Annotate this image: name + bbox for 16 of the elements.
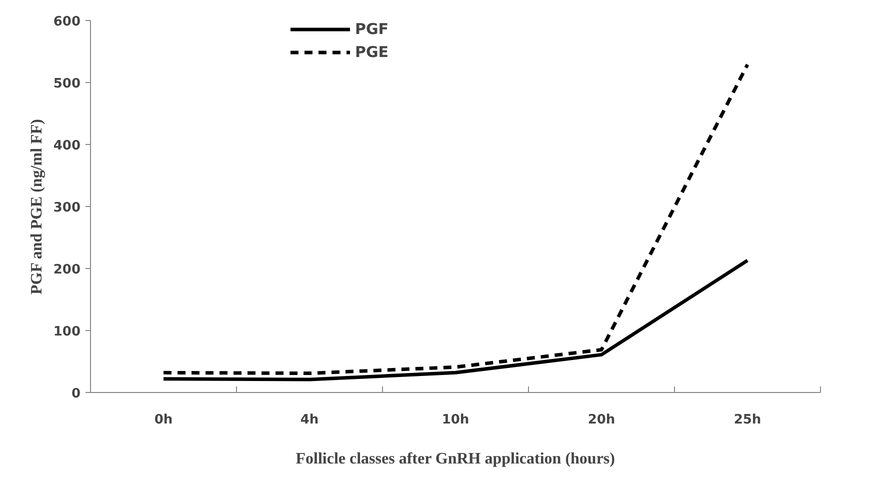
x-tick-label: 20h (588, 412, 616, 428)
x-tick-label: 25h (734, 412, 762, 428)
y-tick-label: 100 (53, 324, 81, 340)
y-tick-label: 0 (71, 386, 80, 402)
y-axis-title: PGF and PGE (ng/ml FF) (28, 119, 46, 294)
x-tick-label: 0h (154, 412, 173, 428)
y-tick-label: 200 (53, 262, 81, 278)
y-tick-label: 300 (53, 200, 81, 216)
x-tick-label: 4h (300, 412, 319, 428)
y-tick-label: 400 (53, 138, 81, 154)
x-tick-label: 10h (442, 412, 470, 428)
legend-label: PGF (355, 20, 389, 38)
y-tick-label: 600 (53, 14, 81, 30)
x-axis-title: Follicle classes after GnRH application (hours) (296, 450, 615, 468)
legend-label: PGE (355, 43, 389, 61)
y-tick-label: 500 (53, 76, 81, 92)
